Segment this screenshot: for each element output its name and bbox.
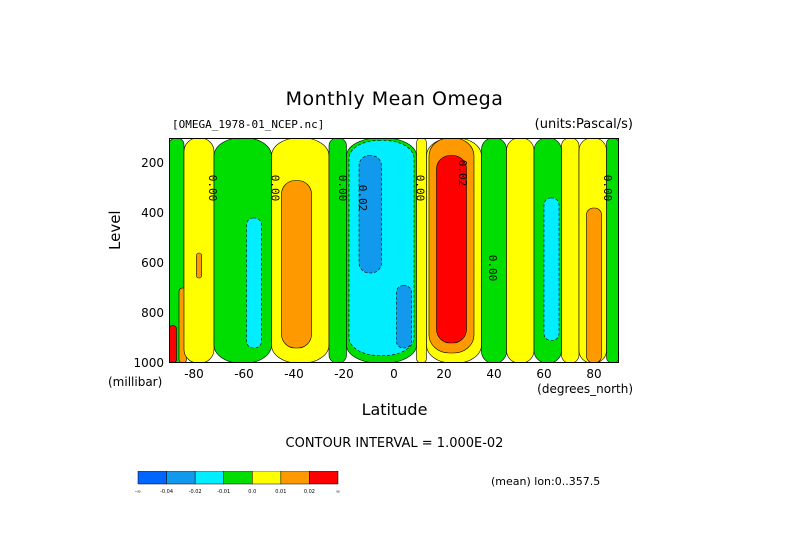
heatmap-cell [358,155,382,274]
colorbar-swatch [166,471,196,485]
heatmap-bands [169,138,619,363]
heatmap-cell [481,138,507,363]
colorbar-label: 0.0 [248,489,257,495]
heatmap-cell [586,207,602,363]
heatmap-cell [328,138,347,363]
x-tick-label: 20 [436,367,452,381]
x-tick-label: 40 [486,367,502,381]
chart-title: Monthly Mean Omega [285,88,504,110]
contour-label: 0.00 [414,175,427,202]
y-axis-unit: (millibar) [108,375,163,389]
heatmap-cell [396,285,412,349]
contour-label: 0.00 [206,175,219,202]
contour-label: 0.00 [336,175,349,202]
contour-labels: 0.00 0.00 0.00 0.02 0.00 0.02 0.00 0.00 [206,160,614,282]
contour-interval-note: CONTOUR INTERVAL = 1.000E-02 [285,436,504,451]
y-tick-label: 1000 [133,356,164,370]
y-axis-label: Level [106,210,124,250]
heatmap-cell [169,325,177,363]
x-axis-label: Latitude [361,400,428,419]
file-label: [OMEGA_1978-01_NCEP.nc] [172,118,325,131]
heatmap-cell [196,252,202,279]
x-tick-label: 60 [536,367,552,381]
colorbar-label: ∞ [335,489,341,495]
contour-label: 0.00 [486,255,499,282]
heatmap-cell [183,138,215,363]
y-tick-label: 200 [141,156,164,170]
units-label: (units:Pascal/s) [534,117,633,132]
heatmap-cell [561,138,580,363]
heatmap-cell [281,180,312,349]
colorbar [137,471,339,485]
colorbar-label: -∞ [135,489,141,495]
x-tick-label: -40 [284,367,304,381]
heatmap-cell [416,138,427,363]
colorbar-label: -0.02 [188,489,202,495]
contour-label: 0.02 [456,160,469,187]
colorbar-swatch [309,471,339,485]
contour-label: 0.02 [356,185,369,212]
contour-label: 0.00 [269,175,282,202]
heatmap-cell [543,197,560,341]
heatmap-cell [246,217,262,349]
colorbar-label: -0.01 [217,489,231,495]
colorbar-swatch [223,471,253,485]
x-tick-label: 0 [390,367,398,381]
heatmap-cell [213,138,272,363]
colorbar-label: 0.02 [303,489,315,495]
heatmap-plot: 0.00 0.00 0.00 0.02 0.00 0.02 0.00 0.00 [169,138,619,363]
heatmap-cell [506,138,535,363]
x-tick-label: -80 [184,367,204,381]
x-tick-label: 80 [586,367,602,381]
contour-label: 0.00 [601,175,614,202]
heatmap-cell [606,138,619,363]
plot-frame [169,138,619,363]
y-tick-label: 800 [141,306,164,320]
colorbar-label: -0.04 [160,489,174,495]
y-tick-label: 400 [141,206,164,220]
colorbar-swatch [252,471,282,485]
x-tick-label: -20 [334,367,354,381]
colorbar-swatch [280,471,310,485]
y-tick-label: 600 [141,256,164,270]
x-tick-label: -60 [234,367,254,381]
heatmap-cell [436,155,467,344]
colorbar-label: 0.01 [275,489,287,495]
colorbar-swatch [194,471,224,485]
mean-note: (mean) lon:0..357.5 [491,475,601,488]
x-axis-unit: (degrees_north) [537,382,633,396]
colorbar-swatch [137,471,167,485]
